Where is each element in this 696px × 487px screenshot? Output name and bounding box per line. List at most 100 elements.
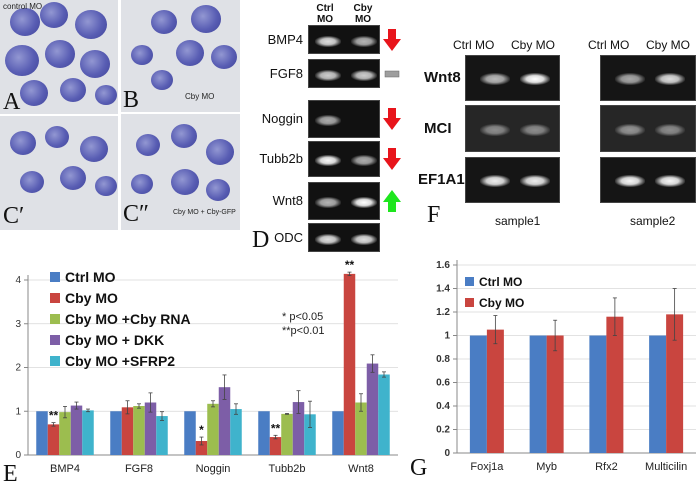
gel-f-header: Cby MO [646,38,691,52]
gel-band [315,233,341,245]
photo-caption-b: Cby MO [185,92,215,101]
x-tick-label: Wnt8 [348,463,374,475]
y-tick-label: 2 [15,363,21,374]
cell-image [151,70,173,91]
gel-f-lane-row [600,105,696,152]
cell-image [40,2,68,28]
panel-letter-f: F [427,202,441,228]
panel-letter-b: B [123,87,140,112]
gel-band [315,197,341,208]
y-tick-label: 4 [15,275,21,286]
cell-image [20,171,44,194]
sample-label: sample1 [495,214,541,228]
legend-label: Cby MO +SFRP2 [65,353,175,369]
cell-image [10,131,36,155]
y-tick-label: 1.4 [436,284,450,295]
gel-d-lane-row [308,100,380,138]
gel-band [655,73,685,85]
x-tick-label: Noggin [196,463,231,475]
panel-letter-c-double-prime: C″ [123,201,150,227]
y-tick-label: 3 [15,319,21,330]
gel-d-row-label: Noggin [261,111,303,126]
legend-swatch [50,314,60,324]
photo-panel-c-double-prime: Cby MO + Cby-GFP C″ [121,114,240,230]
bar [486,329,504,453]
gel-band [315,69,341,81]
gel-d-lane-row [308,223,380,252]
gel-f-lane-row [600,157,696,203]
gel-d-row-label: Wnt8 [272,193,303,208]
legend-label: Ctrl MO [479,275,522,289]
gel-band [480,73,510,85]
gel-d-header: Ctrl MO [316,3,334,25]
bar [133,406,145,455]
chart-g: 0 0.2 0.4 0.6 0.8 1 1.2 1.4 1.6 Foxj1a Myb Rfx2 Mult… [436,260,696,473]
gel-d-row-label: ODC [274,229,303,245]
gel-band [615,175,645,187]
x-tick-label: Myb [536,461,557,473]
legend-swatch [50,335,60,345]
gel-f-header: Ctrl MO [588,38,630,52]
cell-image [95,85,117,106]
y-tick-label: 0.2 [436,425,450,436]
significance-mark: * [199,423,204,437]
cell-image [80,136,108,162]
photo-panel-b: Cby MO B [121,0,240,112]
bar [70,405,83,455]
photo-panel-a: control MO A [0,0,118,114]
gel-f-header: Ctrl MO [453,38,495,52]
panel-letter-c-prime: C′ [3,203,25,229]
photo-caption-a: control MO [3,2,43,11]
y-tick-label: 0.8 [436,354,450,365]
x-tick-label: Tubb2b [269,463,306,475]
bar [589,335,607,453]
y-tick-label: 0.4 [436,401,450,412]
gel-d-lane-row [308,141,380,177]
cell-image [80,50,110,78]
gel-band [520,123,550,136]
gel-band [351,35,377,47]
gel-d-header: Cby MO [353,3,373,25]
gel-band [351,233,377,245]
bar [469,335,487,453]
arrow-up-icon [383,190,401,212]
arrow-down-icon [383,108,401,130]
cell-image [5,45,39,77]
cell-image [131,45,153,66]
cell-image [136,134,160,157]
cell-image [45,126,69,149]
cell-image [131,174,153,195]
cell-image [206,179,230,202]
gel-band [480,123,510,136]
p-value-annotation: * p<0.05 [282,311,323,323]
y-tick-label: 0.6 [436,378,450,389]
legend-swatch [50,272,60,282]
cell-image [95,176,117,197]
bar [649,335,667,453]
bar [281,413,293,455]
gel-band [655,175,685,187]
bar [366,363,379,455]
gel-f-lane-row [465,105,560,152]
gel-band [351,69,377,81]
x-tick-label: Multicilin [645,461,687,473]
p-value-annotation: **p<0.01 [282,325,325,337]
gel-f-lane-row [600,55,696,101]
bar [355,402,367,455]
legend-swatch [465,298,474,307]
gel-f-header: Cby MO [511,38,556,52]
legend-label: Cby MO [479,296,524,310]
panel-letter-d: D [252,227,270,253]
cell-image [10,8,40,36]
legend-label: Cby MO [65,290,118,306]
bar [121,407,134,455]
bar [207,403,219,455]
bar [82,410,94,455]
gel-d-row-label: BMP4 [267,31,303,47]
y-tick-label: 0 [15,450,21,461]
bar [304,414,316,455]
gel-band [615,123,645,136]
bar [156,416,168,455]
bar [378,374,390,455]
x-tick-label: Rfx2 [595,461,618,473]
